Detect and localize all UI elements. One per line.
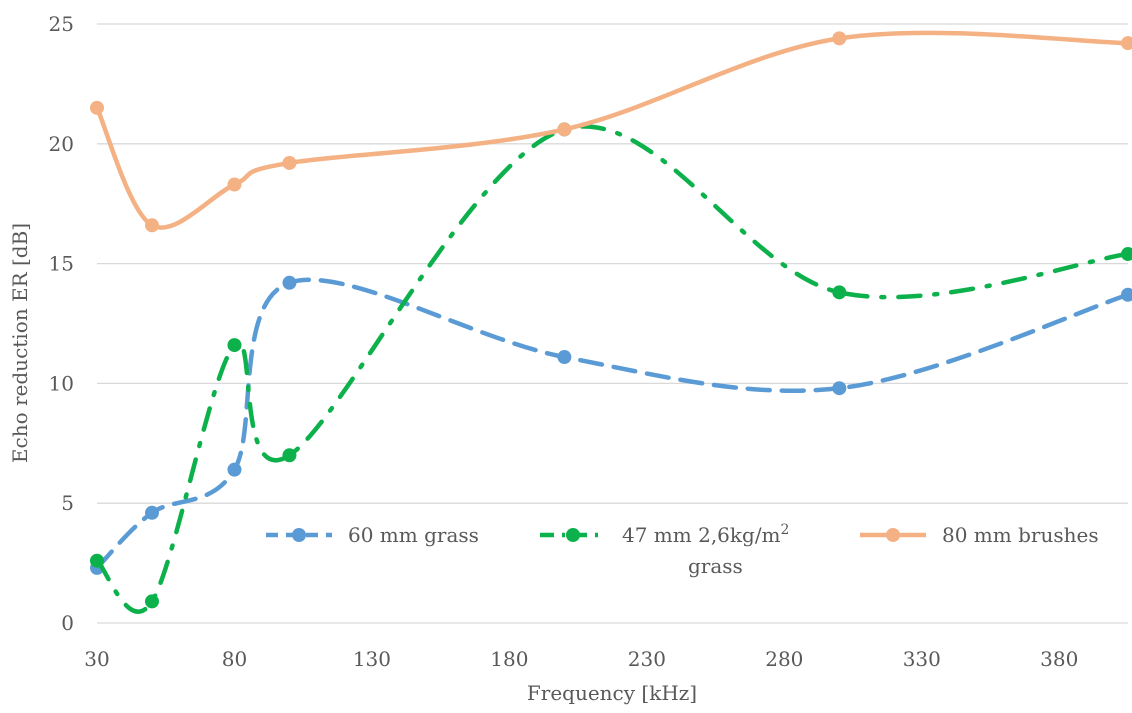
data-point [90,100,104,115]
y-axis-ticks: 0 5 10 15 20 25 [49,12,74,635]
data-point [282,155,297,170]
x-tick-label: 130 [353,647,391,671]
series-line [94,124,1131,614]
legend-item: 47 mm 2,6kg/m2 grass [540,522,789,578]
data-point [227,177,242,192]
data-point [144,505,159,520]
data-point [144,218,159,233]
x-axis-ticks: 30 80 130 180 230 280 330 380 [84,647,1078,671]
legend-swatch-marker [292,528,306,542]
x-tick-label: 230 [628,647,666,671]
gridlines [97,23,1128,624]
legend-label: 47 mm 2,6kg/m2 [622,522,789,547]
series-80-mm-brushes [90,30,1132,233]
series-line [94,277,1131,571]
y-tick-label: 15 [49,252,74,276]
series-line [94,30,1131,230]
series-60-mm-grass [90,275,1132,575]
x-tick-label: 30 [84,647,109,671]
data-point [832,285,847,300]
y-tick-label: 5 [61,491,74,515]
legend-swatch-marker [566,528,580,542]
x-tick-label: 80 [222,647,247,671]
legend: 60 mm grass 47 mm 2,6kg/m2 grass 80 mm brus… [266,522,1099,578]
series-group [90,30,1132,614]
x-tick-label: 330 [903,647,941,671]
x-axis-title: Frequency [kHz] [527,681,697,705]
data-point [227,462,242,477]
y-tick-label: 10 [49,371,74,395]
data-point [832,31,847,46]
y-tick-label: 0 [61,611,74,635]
data-point [557,122,572,137]
data-point [144,594,159,609]
legend-item: 80 mm brushes [860,523,1099,547]
x-tick-label: 180 [490,647,528,671]
y-axis-title: Echo reduction ER [dB] [8,223,32,463]
legend-label-line2: grass [688,554,743,578]
x-tick-label: 280 [765,647,803,671]
legend-item: 60 mm grass [266,523,479,547]
legend-swatch-marker [886,528,900,542]
x-tick-label: 380 [1040,647,1078,671]
legend-label: 80 mm brushes [942,523,1099,547]
data-point [90,553,104,568]
legend-label: 60 mm grass [348,523,479,547]
data-point [832,381,847,396]
data-point [557,350,572,365]
y-tick-label: 20 [49,132,74,156]
data-point [1121,287,1132,302]
data-point [1121,247,1132,262]
data-point [282,448,297,463]
data-point [1121,36,1132,51]
y-tick-label: 25 [49,12,74,36]
data-point [227,338,242,353]
data-point [282,275,297,290]
